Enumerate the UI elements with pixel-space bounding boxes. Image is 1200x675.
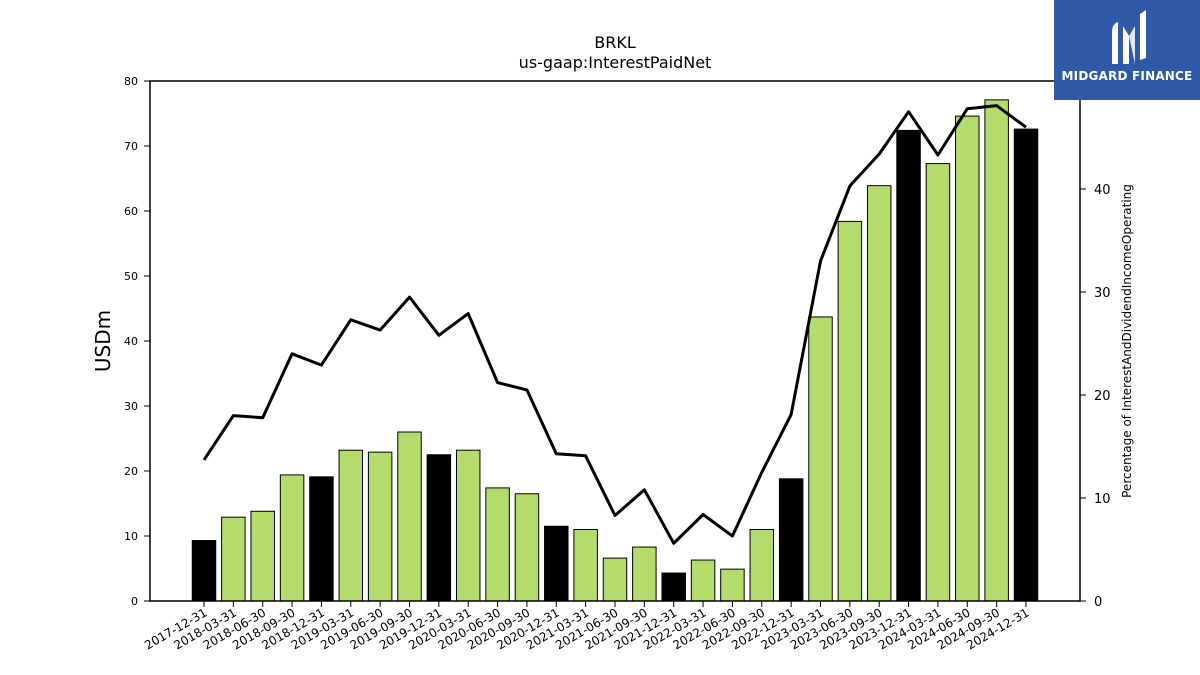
bar (690, 559, 716, 602)
y2-tick-label: 0 (1094, 595, 1102, 610)
bar (720, 568, 745, 602)
y-tick-label: 20 (124, 465, 138, 478)
brand-logo: MIDGARD FINANCE (1054, 0, 1200, 100)
bar (955, 115, 980, 602)
bar (514, 493, 540, 602)
bar (455, 449, 481, 602)
y2-axis-label: Percentage of InterestAndDividendIncomeO… (1120, 184, 1134, 498)
bar (397, 431, 422, 602)
bar (984, 99, 1009, 602)
y2-tick-label: 20 (1094, 389, 1111, 404)
bar (749, 529, 775, 602)
bar (808, 316, 833, 602)
bar (250, 510, 275, 602)
bar (367, 451, 393, 602)
y-tick-label: 50 (124, 270, 138, 283)
bar (661, 572, 686, 602)
percentage-line (202, 104, 1027, 545)
bar (338, 449, 364, 602)
midgard-logo-icon (1112, 10, 1146, 64)
brand-name: MIDGARD FINANCE (1061, 69, 1193, 83)
bar (279, 474, 305, 602)
y-axis-label: USDm (91, 310, 115, 372)
bar (925, 163, 951, 602)
bar (1013, 128, 1039, 602)
bar (426, 454, 452, 602)
y-tick-label: 0 (131, 595, 138, 608)
y2-tick-label: 40 (1094, 183, 1111, 198)
bar (632, 546, 657, 602)
bar (485, 487, 510, 602)
y-tick-label: 40 (124, 335, 138, 348)
y-tick-label: 10 (124, 530, 138, 543)
bar (191, 540, 217, 602)
chart-title: BRKL (594, 33, 636, 52)
y-tick-label: 60 (124, 205, 138, 218)
y-tick-label: 80 (124, 75, 138, 88)
y2-tick-label: 30 (1094, 286, 1111, 301)
bar (309, 476, 334, 602)
bar (221, 516, 246, 602)
bar (778, 478, 804, 602)
y-tick-label: 70 (124, 140, 138, 153)
bar (896, 129, 921, 602)
bars-group (191, 99, 1039, 602)
bar (602, 557, 628, 602)
bar (866, 185, 892, 602)
chart-subtitle: us-gaap:InterestPaidNet (519, 53, 712, 72)
y2-tick-label: 10 (1094, 492, 1111, 507)
bar (573, 529, 598, 602)
y-tick-label: 30 (124, 400, 138, 413)
bar (837, 220, 863, 602)
bar (544, 525, 569, 602)
